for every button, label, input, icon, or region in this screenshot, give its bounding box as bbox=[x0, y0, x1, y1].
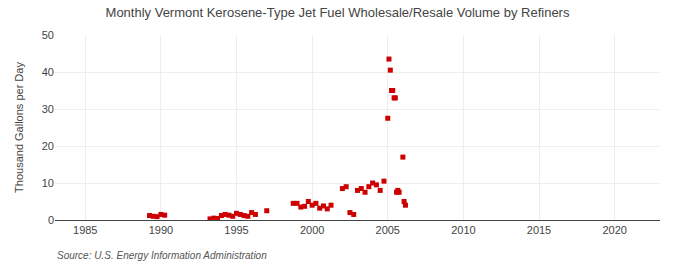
svg-text:40: 40 bbox=[42, 66, 54, 78]
svg-text:Source: U.S. Energy Informatio: Source: U.S. Energy Information Administ… bbox=[57, 250, 267, 261]
svg-text:1990: 1990 bbox=[149, 224, 173, 236]
svg-text:0: 0 bbox=[48, 214, 54, 226]
svg-text:2005: 2005 bbox=[376, 224, 400, 236]
svg-text:10: 10 bbox=[42, 177, 54, 189]
svg-text:Thousand Gallons per Day: Thousand Gallons per Day bbox=[13, 62, 25, 193]
svg-text:Monthly Vermont Kerosene-Type: Monthly Vermont Kerosene-Type Jet Fuel W… bbox=[106, 5, 570, 20]
svg-text:2000: 2000 bbox=[300, 224, 324, 236]
svg-text:2020: 2020 bbox=[602, 224, 626, 236]
svg-text:30: 30 bbox=[42, 103, 54, 115]
svg-text:2015: 2015 bbox=[527, 224, 551, 236]
svg-text:1985: 1985 bbox=[73, 224, 97, 236]
svg-text:2010: 2010 bbox=[451, 224, 475, 236]
svg-text:50: 50 bbox=[42, 29, 54, 41]
svg-text:20: 20 bbox=[42, 140, 54, 152]
svg-text:1995: 1995 bbox=[224, 224, 248, 236]
